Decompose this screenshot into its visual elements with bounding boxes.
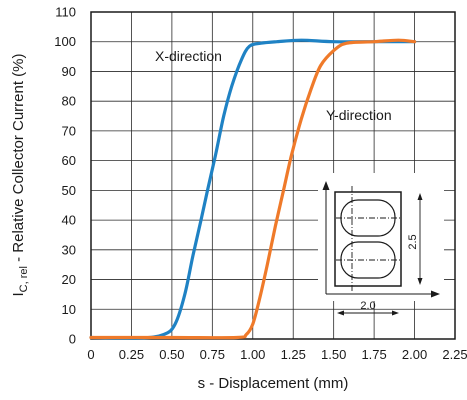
inset-width-arrow-right	[392, 310, 399, 316]
y-tick-label: 40	[62, 213, 76, 228]
y-axis-title-rest: - Relative Collector Current (%)	[10, 53, 27, 266]
y-tick-label: 110	[55, 5, 76, 20]
inset-diagram: 2.5 2.0	[318, 173, 444, 316]
y-tick-label: 70	[62, 123, 76, 138]
y-tick-label: 50	[62, 183, 76, 198]
x-tick-label: 0	[87, 347, 94, 362]
inset-height-label: 2.5	[407, 234, 419, 249]
y-tick-label: 90	[62, 64, 76, 79]
y-tick-label: 10	[62, 302, 76, 317]
inset-height-arrow-bottom	[417, 278, 423, 285]
series-line-y-direction	[89, 38, 417, 340]
y-tick-label: 0	[69, 332, 76, 347]
x-axis-title: s - Displacement (mm)	[198, 375, 349, 392]
annotation-y-direction: Y-direction	[326, 107, 392, 123]
y-tick-label: 100	[54, 34, 76, 49]
y-tick-label: 60	[62, 153, 76, 168]
y-axis-title-main: I	[10, 292, 27, 296]
x-tick-label: 0.25	[119, 347, 144, 362]
plot-frame	[90, 11, 456, 340]
x-tick-label: 1.50	[321, 347, 346, 362]
annotation-x-direction: X-direction	[155, 48, 222, 64]
x-tick-label: 1.25	[281, 347, 306, 362]
y-axis-title-subscript: C, rel	[18, 266, 30, 292]
x-tick-label: 2.25	[442, 347, 467, 362]
x-tick-label: 0.75	[200, 347, 225, 362]
series-line-x-direction	[89, 38, 417, 340]
y-tick-label: 30	[62, 242, 76, 257]
inset-y-arrowhead	[322, 181, 330, 190]
inset-width-label: 2.0	[360, 300, 375, 312]
x-tick-label: 2.00	[402, 347, 427, 362]
y-tick-label: 20	[62, 272, 76, 287]
tick-labels: 0 0.25 0.50 0.75 1.00 1.25 1.50 1.75 2.00 2.25 0 10…	[54, 5, 467, 363]
x-tick-label: 1.00	[240, 347, 265, 362]
inset-width-arrow-left	[337, 310, 344, 316]
inset-x-arrowhead	[431, 290, 440, 298]
inset-height-arrow-top	[417, 193, 423, 200]
data-series	[89, 38, 417, 340]
x-tick-label: 0.50	[159, 347, 184, 362]
x-tick-label: 1.75	[361, 347, 386, 362]
y-tick-label: 80	[62, 94, 76, 109]
y-axis-title: IC, rel - Relative Collector Current (%)	[10, 53, 30, 296]
inset-sensor-body	[334, 191, 402, 287]
